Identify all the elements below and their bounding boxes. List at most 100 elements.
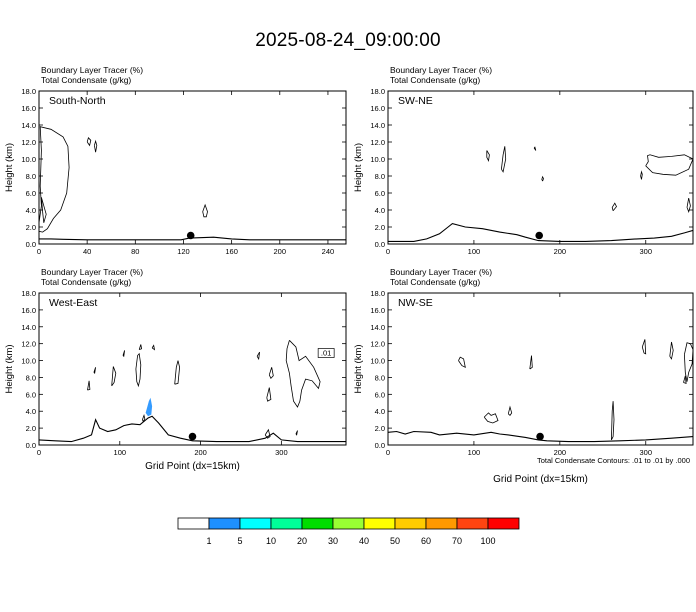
panel-subtitle: Boundary Layer Tracer (%) (41, 267, 143, 277)
y-tick-label: 12.0 (21, 138, 36, 147)
y-tick-label: 14.0 (21, 121, 36, 130)
y-tick-label: 18.0 (21, 289, 36, 298)
chart-panels: Boundary Layer Tracer (%) Total Condensat… (4, 65, 694, 485)
condensate-contour (486, 150, 490, 163)
panel-subtitle: Total Condensate (g/kg) (390, 75, 480, 85)
x-tick-label: 200 (554, 448, 567, 457)
y-tick-label: 2.0 (26, 424, 36, 433)
colorbar-swatch (456, 517, 489, 530)
plot-area (388, 146, 693, 242)
x-tick-label: 300 (275, 448, 288, 457)
condensate-contour (295, 430, 298, 436)
y-tick-label: 2.0 (375, 223, 385, 232)
colorbar-label: 70 (452, 536, 462, 546)
colorbar-label: 20 (297, 536, 307, 546)
x-axis-label: Grid Point (dx=15km) (145, 461, 240, 472)
panel-sw-ne: Boundary Layer Tracer (%)Total Condensat… (353, 65, 694, 256)
y-tick-label: 8.0 (375, 172, 385, 181)
boundary-layer-line (388, 222, 693, 242)
x-tick-label: 100 (114, 448, 127, 457)
x-tick-label: 200 (554, 247, 567, 256)
condensate-contour (645, 154, 693, 176)
colorbar-swatch (394, 517, 427, 530)
y-tick-label: 2.0 (26, 223, 36, 232)
y-tick-label: 16.0 (370, 104, 385, 113)
condensate-contour (640, 170, 643, 180)
y-tick-label: 12.0 (370, 340, 385, 349)
x-tick-label: 200 (194, 448, 207, 457)
panel-label: NW-SE (398, 297, 433, 309)
condensate-contour (686, 198, 691, 213)
colorbar-swatch (301, 517, 334, 530)
y-axis-label: Height (km) (4, 143, 15, 192)
panel-south-north: Boundary Layer Tracer (%)Total Condensat… (4, 65, 347, 256)
plot-frame (38, 90, 347, 245)
plot-area (39, 126, 346, 241)
plot-frame (38, 292, 347, 446)
y-tick-label: 4.0 (375, 206, 385, 215)
y-tick-label: 12.0 (370, 138, 385, 147)
colorbar-swatch (208, 517, 241, 530)
y-tick-label: 6.0 (375, 390, 385, 399)
colorbar-label: 50 (390, 536, 400, 546)
panel-label: SW-NE (398, 95, 433, 107)
y-tick-label: 16.0 (21, 306, 36, 315)
y-tick-label: 10.0 (21, 357, 36, 366)
x-tick-label: 0 (386, 247, 390, 256)
location-marker (536, 432, 544, 441)
condensate-contour (669, 341, 674, 360)
condensate-contour (458, 356, 466, 369)
y-tick-label: 8.0 (26, 172, 36, 181)
condensate-contour (122, 350, 125, 358)
y-tick-label: 6.0 (26, 189, 36, 198)
colorbar-swatch (487, 517, 520, 530)
x-tick-label: 120 (177, 247, 190, 256)
condensate-contour (87, 380, 91, 391)
panel-subtitle: Total Condensate (g/kg) (41, 75, 131, 85)
figure-title: 2025-08-24_09:00:00 (255, 30, 441, 51)
y-tick-label: 10.0 (21, 155, 36, 164)
condensate-contour (174, 360, 181, 385)
contour-footnote: Total Condensate Contours: .01 to .01 by… (537, 456, 690, 465)
condensate-contour (142, 414, 146, 423)
y-tick-label: 6.0 (375, 189, 385, 198)
y-tick-label: 18.0 (370, 289, 385, 298)
contour-label: .01 (321, 348, 331, 357)
y-axis-label: Height (km) (353, 344, 364, 393)
colorbar-label: 40 (359, 536, 369, 546)
x-tick-label: 80 (131, 247, 139, 256)
colorbar-label: 1 (206, 536, 211, 546)
y-tick-label: 14.0 (21, 323, 36, 332)
y-tick-label: 16.0 (370, 306, 385, 315)
location-marker (188, 432, 197, 441)
x-tick-label: 0 (37, 247, 41, 256)
colorbar-label: 10 (266, 536, 276, 546)
y-tick-label: 16.0 (21, 104, 36, 113)
panel-west-east: Boundary Layer Tracer (%)Total Condensat… (4, 267, 347, 472)
condensate-contour (541, 175, 544, 182)
condensate-contour (93, 367, 96, 375)
condensate-contour (111, 366, 117, 387)
colorbar-swatch (332, 517, 365, 530)
y-tick-label: 18.0 (370, 87, 385, 96)
x-tick-label: 100 (468, 448, 481, 457)
y-axis-label: Height (km) (4, 344, 15, 393)
x-tick-label: 300 (639, 247, 652, 256)
y-tick-label: 8.0 (26, 373, 36, 382)
x-axis-label: Grid Point (dx=15km) (493, 474, 588, 485)
condensate-contour (135, 352, 142, 388)
y-tick-label: 0.0 (375, 441, 385, 450)
condensate-contour (39, 126, 70, 233)
location-marker (535, 231, 544, 240)
x-tick-label: 200 (274, 247, 287, 256)
contour-label-box (317, 348, 335, 358)
panel-nw-se: Boundary Layer Tracer (%)Total Condensat… (353, 267, 694, 485)
y-tick-label: 4.0 (26, 206, 36, 215)
y-tick-label: 14.0 (370, 121, 385, 130)
boundary-layer-line (388, 430, 693, 443)
y-tick-label: 0.0 (26, 441, 36, 450)
condensate-contour (268, 367, 274, 379)
y-tick-label: 4.0 (26, 407, 36, 416)
x-tick-label: 160 (225, 247, 238, 256)
